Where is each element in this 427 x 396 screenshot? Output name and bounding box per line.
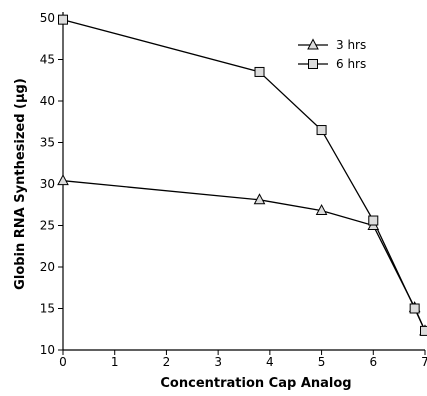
data-point-6-hrs (254, 66, 265, 77)
x-tick-label: 1 (111, 355, 119, 369)
x-tick-label: 5 (318, 355, 326, 369)
data-point-6-hrs (316, 125, 327, 136)
y-tick-label: 30 (40, 177, 55, 191)
plot-area (57, 14, 427, 336)
series-line-3-hrs (62, 180, 426, 332)
data-point-3-hrs (57, 174, 69, 186)
data-point-6-hrs (368, 215, 379, 226)
x-tick-label: 2 (163, 355, 171, 369)
y-axis-title: Globin RNA Synthesized (µg) (13, 78, 28, 290)
data-point-6-hrs (58, 14, 68, 25)
y-tick-label: 25 (40, 219, 55, 233)
data-point-3-hrs (315, 203, 328, 216)
legend-label-3-hrs: 3 hrs (336, 38, 366, 52)
x-tick-label: 0 (59, 355, 67, 369)
x-tick-label: 7 (421, 355, 427, 369)
y-tick-label: 15 (40, 302, 55, 316)
y-tick-label: 10 (40, 343, 55, 357)
legend-label-6-hrs: 6 hrs (336, 57, 366, 71)
y-tick-label: 35 (40, 136, 55, 150)
legend-marker-3-hrs (307, 38, 319, 50)
series-line-6-hrs (62, 19, 426, 332)
data-point-6-hrs (420, 325, 427, 336)
legend-marker-6-hrs (308, 59, 318, 69)
y-tick-label: 40 (40, 94, 55, 108)
legend: 3 hrs 6 hrs (298, 38, 366, 71)
y-tick-label: 20 (40, 260, 55, 274)
x-tick-label: 3 (214, 355, 222, 369)
y-tick-label: 50 (40, 11, 55, 25)
x-tick-label: 6 (369, 355, 377, 369)
x-tick-label: 4 (266, 355, 274, 369)
x-axis-title: Concentration Cap Analog (160, 376, 351, 391)
data-point-3-hrs (253, 193, 266, 205)
y-tick-label: 45 (40, 53, 55, 67)
data-point-6-hrs (409, 303, 420, 314)
